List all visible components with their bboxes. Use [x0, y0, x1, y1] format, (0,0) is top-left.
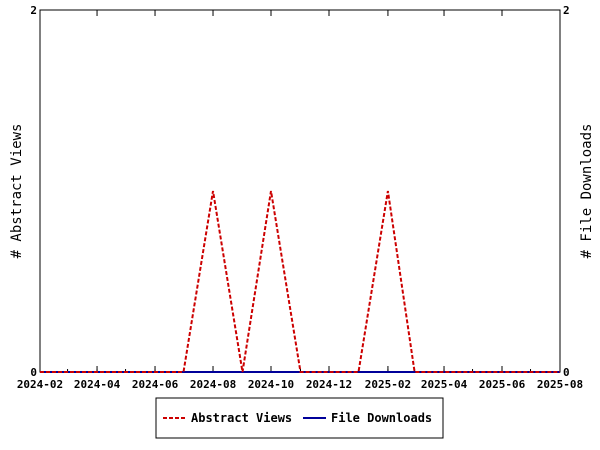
- x-tick-label: 2024-12: [306, 378, 352, 391]
- legend: Abstract Views File Downloads: [155, 397, 444, 439]
- series-line-abstract-views: [40, 190, 560, 373]
- x-tick-label: 2024-08: [190, 378, 236, 391]
- x-tick-label: 2025-04: [421, 378, 468, 391]
- x-tick-label: 2025-06: [479, 378, 526, 391]
- y2-axis-title: # File Downloads: [579, 124, 595, 259]
- x-tick-label: 2024-02: [17, 378, 63, 391]
- y2-tick-label: 2: [563, 4, 570, 17]
- plot-area: [39, 9, 561, 373]
- y2-tick-label: 0: [563, 366, 570, 379]
- x-axis: 2024-02 2024-04 2024-06 2024-08 2024-10 2024-…: [17, 10, 583, 391]
- x-tick-label: 2024-04: [74, 378, 121, 391]
- x-tick-label: 2024-10: [248, 378, 294, 391]
- x-tick-label: 2024-06: [132, 378, 179, 391]
- y-tick-label: 2: [30, 4, 37, 17]
- x-tick-label: 2025-08: [537, 378, 583, 391]
- legend-label-abstract-views: Abstract Views: [191, 411, 292, 425]
- x-tick-label: 2025-02: [365, 378, 411, 391]
- y-axis-title: # Abstract Views: [9, 124, 25, 259]
- legend-box: [155, 397, 444, 439]
- series-layer: [39, 190, 561, 373]
- legend-label-file-downloads: File Downloads: [331, 411, 432, 425]
- y-tick-label: 0: [30, 366, 37, 379]
